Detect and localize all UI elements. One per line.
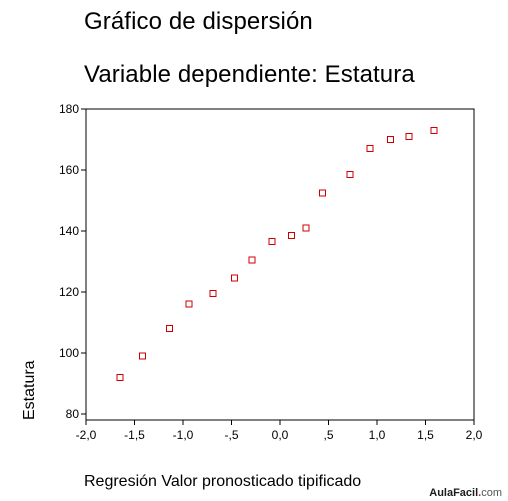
y-tick-label: 180 <box>59 102 79 116</box>
y-tick-label: 120 <box>59 285 79 299</box>
x-tick-label: 2,0 <box>466 428 483 442</box>
y-tick-label: 80 <box>66 407 80 421</box>
scatter-point <box>185 300 193 308</box>
x-tick-label: ,5 <box>323 428 333 442</box>
y-tick-label: 160 <box>59 163 79 177</box>
x-tick-label: -2,0 <box>76 428 97 442</box>
x-tick-label: -1,0 <box>173 428 194 442</box>
scatter-point <box>248 256 256 264</box>
x-axis-ticks: -2,0 -1,5 -1,0 -,5 0,0 ,5 1,0 1,5 2,0 <box>76 420 483 442</box>
plot-frame <box>85 108 475 421</box>
chart-subtitle: Variable dependiente: Estatura <box>84 61 415 88</box>
scatter-point <box>288 232 296 240</box>
x-tick-label: 1,0 <box>369 428 386 442</box>
scatter-point <box>209 289 217 297</box>
x-tick-label: -,5 <box>224 428 238 442</box>
x-tick-label: 0,0 <box>272 428 289 442</box>
x-tick-label: 1,5 <box>417 428 434 442</box>
scatter-point <box>230 274 238 282</box>
scatter-point <box>346 171 354 179</box>
x-axis-title: Regresión Valor pronosticado tipificado <box>84 473 361 490</box>
scatter-point <box>319 189 327 197</box>
scatter-point <box>387 135 395 143</box>
aulafacil-logo: AulaFacil.com <box>429 487 502 499</box>
y-tick-label: 140 <box>59 224 79 238</box>
scatter-point <box>165 325 173 333</box>
y-axis-title: Estatura <box>21 360 38 420</box>
x-tick-label: -1,5 <box>124 428 145 442</box>
scatter-point <box>302 224 310 232</box>
data-points <box>116 126 438 381</box>
scatter-point <box>116 373 124 381</box>
scatter-point <box>268 238 276 246</box>
scatter-point <box>405 132 413 140</box>
scatter-point <box>366 145 374 153</box>
scatter-point <box>430 126 438 134</box>
y-tick-label: 100 <box>59 346 79 360</box>
scatter-point <box>138 352 146 360</box>
plot-area <box>85 108 475 421</box>
chart-title: Gráfico de dispersión <box>84 8 313 35</box>
y-axis-ticks: 80 100 120 140 160 180 <box>59 102 86 421</box>
